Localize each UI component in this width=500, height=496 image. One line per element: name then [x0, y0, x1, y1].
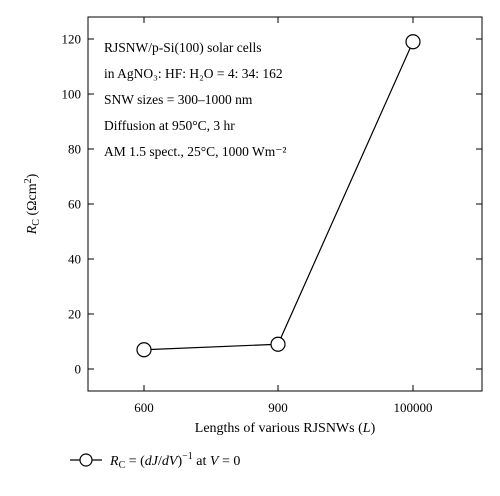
x-tick-label: 600 [134, 400, 154, 415]
legend: RC = (dJ/dV)−1 at V = 0 [70, 451, 240, 471]
y-tick-label: 80 [68, 142, 81, 157]
series-line [143, 41, 414, 351]
series-points [136, 34, 421, 358]
y-tick-label: 60 [68, 197, 81, 212]
y-axis-label: RC (Ωcm2) [23, 173, 42, 235]
x-axis-label: Lengths of various RJSNWs (L) [195, 421, 376, 436]
x-tick-label: 100000 [394, 400, 433, 415]
y-tick-label: 20 [68, 307, 81, 322]
annotation-line: in AgNO₃: HF: H₂O = 4: 34: 162 [104, 66, 283, 81]
y-axis-ticks: 0 20 40 60 80 100 120 [62, 32, 482, 377]
data-point [136, 342, 152, 358]
data-point [405, 34, 421, 50]
data-point [270, 336, 286, 352]
legend-marker-icon [79, 453, 93, 467]
annotation-line: RJSNW/p-Si(100) solar cells [104, 40, 262, 55]
annotation-line: AM 1.5 spect., 25°C, 1000 Wm⁻² [104, 144, 286, 159]
legend-label: RC = (dJ/dV)−1 at V = 0 [109, 451, 240, 471]
x-axis-ticks: 600 900 100000 [134, 17, 433, 415]
y-tick-label: 0 [75, 362, 82, 377]
annotation-block: RJSNW/p-Si(100) solar cells in AgNO₃: HF… [104, 40, 286, 159]
annotation-line: SNW sizes = 300–1000 nm [104, 92, 253, 107]
x-tick-label: 900 [268, 400, 288, 415]
y-tick-label: 120 [62, 32, 82, 47]
y-tick-label: 40 [68, 252, 81, 267]
y-tick-label: 100 [62, 87, 82, 102]
annotation-line: Diffusion at 950°C, 3 hr [104, 118, 235, 133]
